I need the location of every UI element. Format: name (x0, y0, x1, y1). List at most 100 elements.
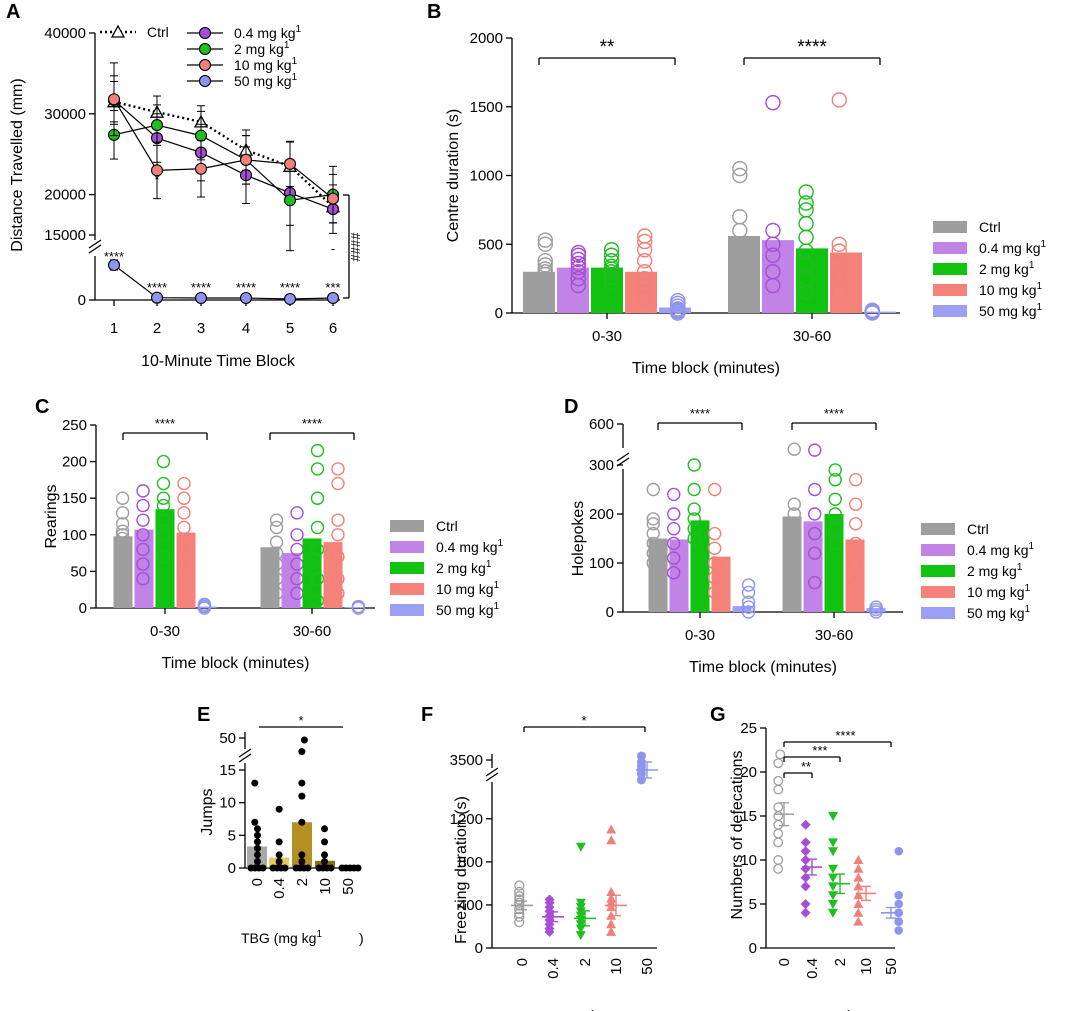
y-axis-label: Numbers of defecations (729, 751, 746, 920)
data-point-diamond (800, 863, 811, 874)
x-tick-label: 30-60 (815, 627, 853, 644)
data-point (253, 851, 261, 859)
data-point (773, 863, 784, 874)
data-point (537, 261, 553, 277)
legend-label-superscript: 1 (292, 56, 298, 67)
data-point (156, 513, 171, 527)
data-point (808, 482, 822, 497)
data-point (848, 473, 863, 487)
data-point (687, 522, 701, 536)
data-point (251, 779, 259, 787)
data-point (798, 195, 814, 211)
bar (803, 521, 823, 612)
data-point (894, 926, 903, 935)
data-point (741, 578, 756, 592)
data-point-diamond (800, 907, 811, 918)
data-point (646, 536, 660, 551)
y-tick-label: 600 (589, 416, 614, 433)
data-point (514, 894, 525, 905)
data-point-triangle-down (828, 847, 839, 857)
data-point (667, 536, 681, 551)
data-point (310, 542, 325, 557)
legend-label: 0.4 mg kg1 (979, 239, 1046, 256)
y-axis-label: Centre duration (s) (445, 109, 462, 242)
data-point-diamond (544, 894, 555, 905)
x-tick-label: 2 (577, 958, 594, 966)
axis-break-b (238, 753, 252, 763)
legend-swatch (933, 263, 967, 275)
y-tick-label: 20 (740, 764, 757, 781)
y-tick-label: 10 (219, 795, 236, 812)
data-point (570, 251, 587, 268)
data-point (298, 792, 306, 800)
data-point (326, 192, 340, 205)
data-point (115, 531, 130, 546)
sig-label: **** (824, 406, 844, 421)
series-line (113, 264, 334, 300)
sig-label: **** (835, 728, 855, 743)
data-point (156, 491, 171, 505)
y-tick-label: 30000 (44, 106, 86, 123)
data-point (637, 233, 653, 250)
x-tick-label: 0.4 (545, 958, 562, 979)
data-point (773, 758, 784, 769)
legend-label-superscript: 1 (1040, 239, 1046, 250)
x-tick-label: 0.4 (804, 958, 821, 979)
x-tick-label: 1 (110, 320, 118, 337)
data-point (646, 546, 660, 560)
y-axis-label: Freezing duration (s) (453, 796, 470, 944)
data-point (831, 236, 847, 252)
bar (176, 532, 196, 608)
data-point (259, 864, 267, 872)
data-point-diamond (800, 837, 811, 848)
data-point (707, 482, 722, 497)
legend-label: 50 mg kg1 (967, 604, 1031, 621)
data-point (667, 507, 681, 521)
data-point (115, 517, 130, 531)
data-point (798, 184, 814, 200)
y-tick-label: 500 (478, 236, 503, 253)
data-point (156, 476, 171, 491)
data-point (177, 476, 191, 491)
legend-swatch (390, 541, 424, 553)
y-tick-label: 0 (78, 292, 86, 309)
bar (866, 608, 886, 612)
data-point (253, 857, 261, 865)
y-tick-label: 0 (79, 600, 87, 617)
data-point (310, 572, 325, 586)
data-point-triangle-down (575, 842, 586, 852)
legend-swatch (390, 562, 424, 574)
data-point (808, 507, 822, 521)
y-tick-label: 15000 (44, 227, 86, 244)
axis-break-a (238, 748, 252, 758)
data-point (283, 292, 297, 306)
data-point (894, 846, 904, 856)
y-tick-label: 200 (62, 454, 87, 471)
data-point (687, 482, 701, 497)
data-point (775, 749, 786, 760)
axis-break-a (485, 767, 499, 777)
data-point (310, 520, 325, 535)
data-point (253, 844, 261, 852)
data-point (156, 454, 171, 469)
sig-label: *** (325, 280, 340, 295)
legend-label: 2 mg kg1 (979, 260, 1035, 277)
data-point-triangle-down (575, 898, 586, 908)
data-point (351, 599, 366, 614)
x-tick-label: 5 (286, 320, 294, 337)
y-tick-label: 800 (458, 854, 483, 871)
data-point-diamond (800, 881, 811, 892)
data-point (848, 556, 863, 570)
legend-label-superscript: 1 (1028, 541, 1034, 552)
data-point (177, 520, 191, 535)
data-point (321, 825, 329, 833)
data-point (115, 528, 130, 542)
data-point (831, 270, 847, 287)
series-line (113, 124, 334, 201)
data-point (848, 497, 863, 511)
y-tick-label: 50 (70, 563, 87, 580)
x-tick-label: 2 (832, 958, 849, 966)
x-axis-label: 10-Minute Time Block (141, 353, 296, 370)
legend-label-base: 0.4 mg kg (967, 542, 1028, 558)
